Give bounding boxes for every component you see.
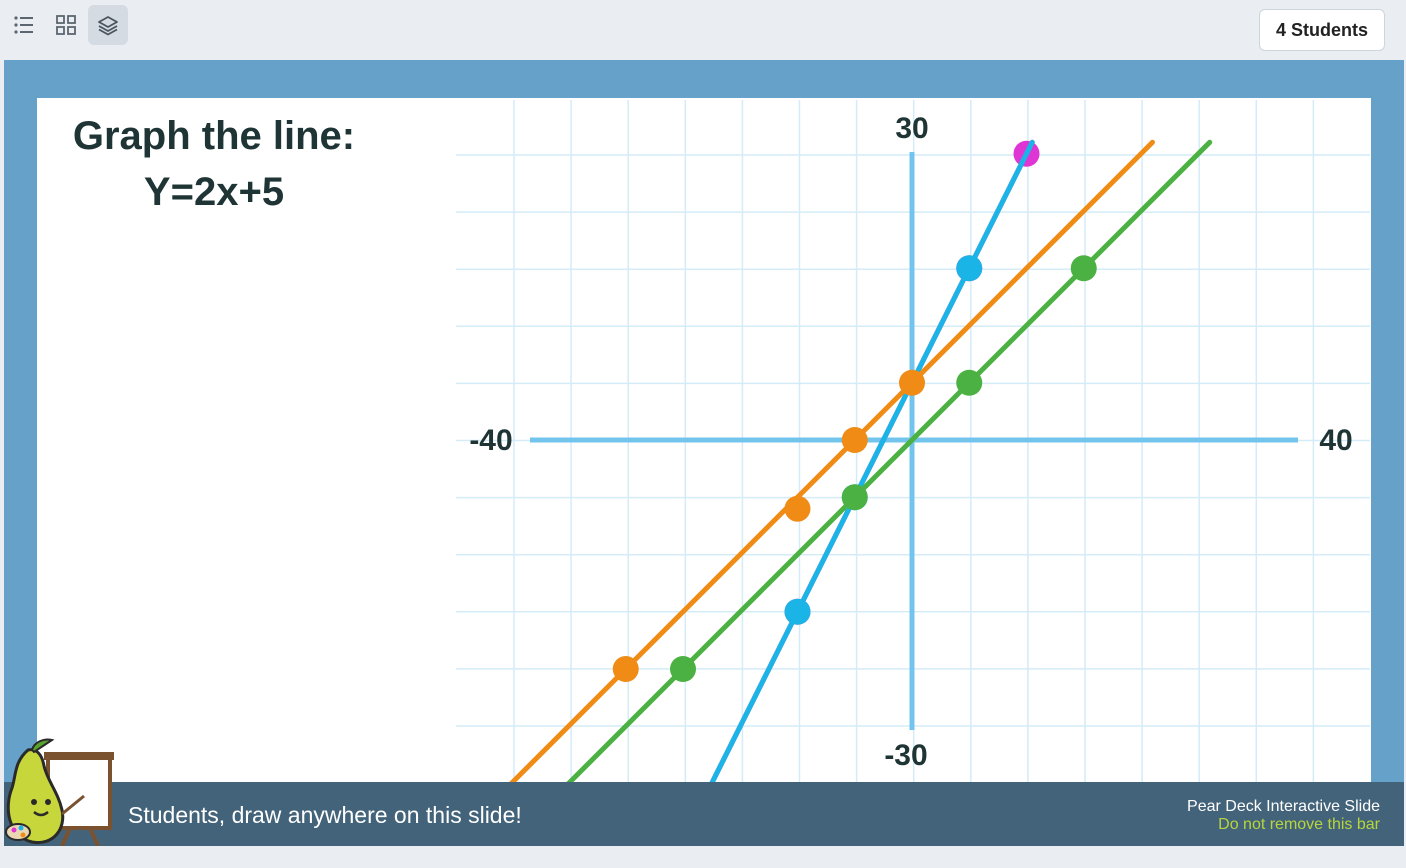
student-point-green [841,484,868,511]
student-point-orange [899,369,925,396]
student-line-cyan [709,139,1035,786]
prompt-title: Graph the line: [72,114,356,158]
list-icon [14,16,33,34]
student-line-green [566,139,1213,786]
coordinate-graph[interactable]: 30 -30 -40 40 [4,60,1404,846]
grid-view-button[interactable] [46,5,86,45]
x-axis-min-label: -40 [469,424,512,457]
prompt-equation: Y=2x+5 [143,170,285,214]
student-point-cyan [956,255,983,282]
brand-line: Pear Deck Interactive Slide [1187,798,1380,815]
slide[interactable]: Graph the line: Y=2x+5 30 -30 -40 40 Stu… [4,60,1404,846]
toolbar: 4 Students [0,0,1406,58]
students-button[interactable]: 4 Students [1258,9,1385,51]
student-line-orange [508,139,1155,786]
pear-deck-brand: Pear Deck Interactive Slide Do not remov… [1187,798,1380,834]
student-point-orange [612,656,639,682]
pear-mascot-icon [5,738,114,846]
pear-deck-bar: Students, draw anywhere on this slide! P… [4,782,1404,846]
list-view-button[interactable] [4,5,44,45]
student-point-green [1070,255,1097,282]
y-axis-min-label: -30 [884,739,927,772]
grid-icon [56,15,76,35]
student-point-green [956,369,983,396]
brand-warning: Do not remove this bar [1218,816,1380,833]
student-point-cyan [784,598,811,625]
student-point-orange [784,495,811,522]
layers-view-button[interactable] [88,5,128,45]
student-point-green [670,656,696,682]
x-axis-max-label: 40 [1319,424,1352,457]
slide-canvas [37,98,1371,788]
layers-icon [98,16,118,36]
student-drawings [508,139,1213,786]
slide-prompt: Graph the line: Y=2x+5 [64,108,364,220]
bar-message: Students, draw anywhere on this slide! [128,802,522,828]
y-axis-max-label: 30 [895,112,928,145]
student-point-orange [841,427,868,453]
